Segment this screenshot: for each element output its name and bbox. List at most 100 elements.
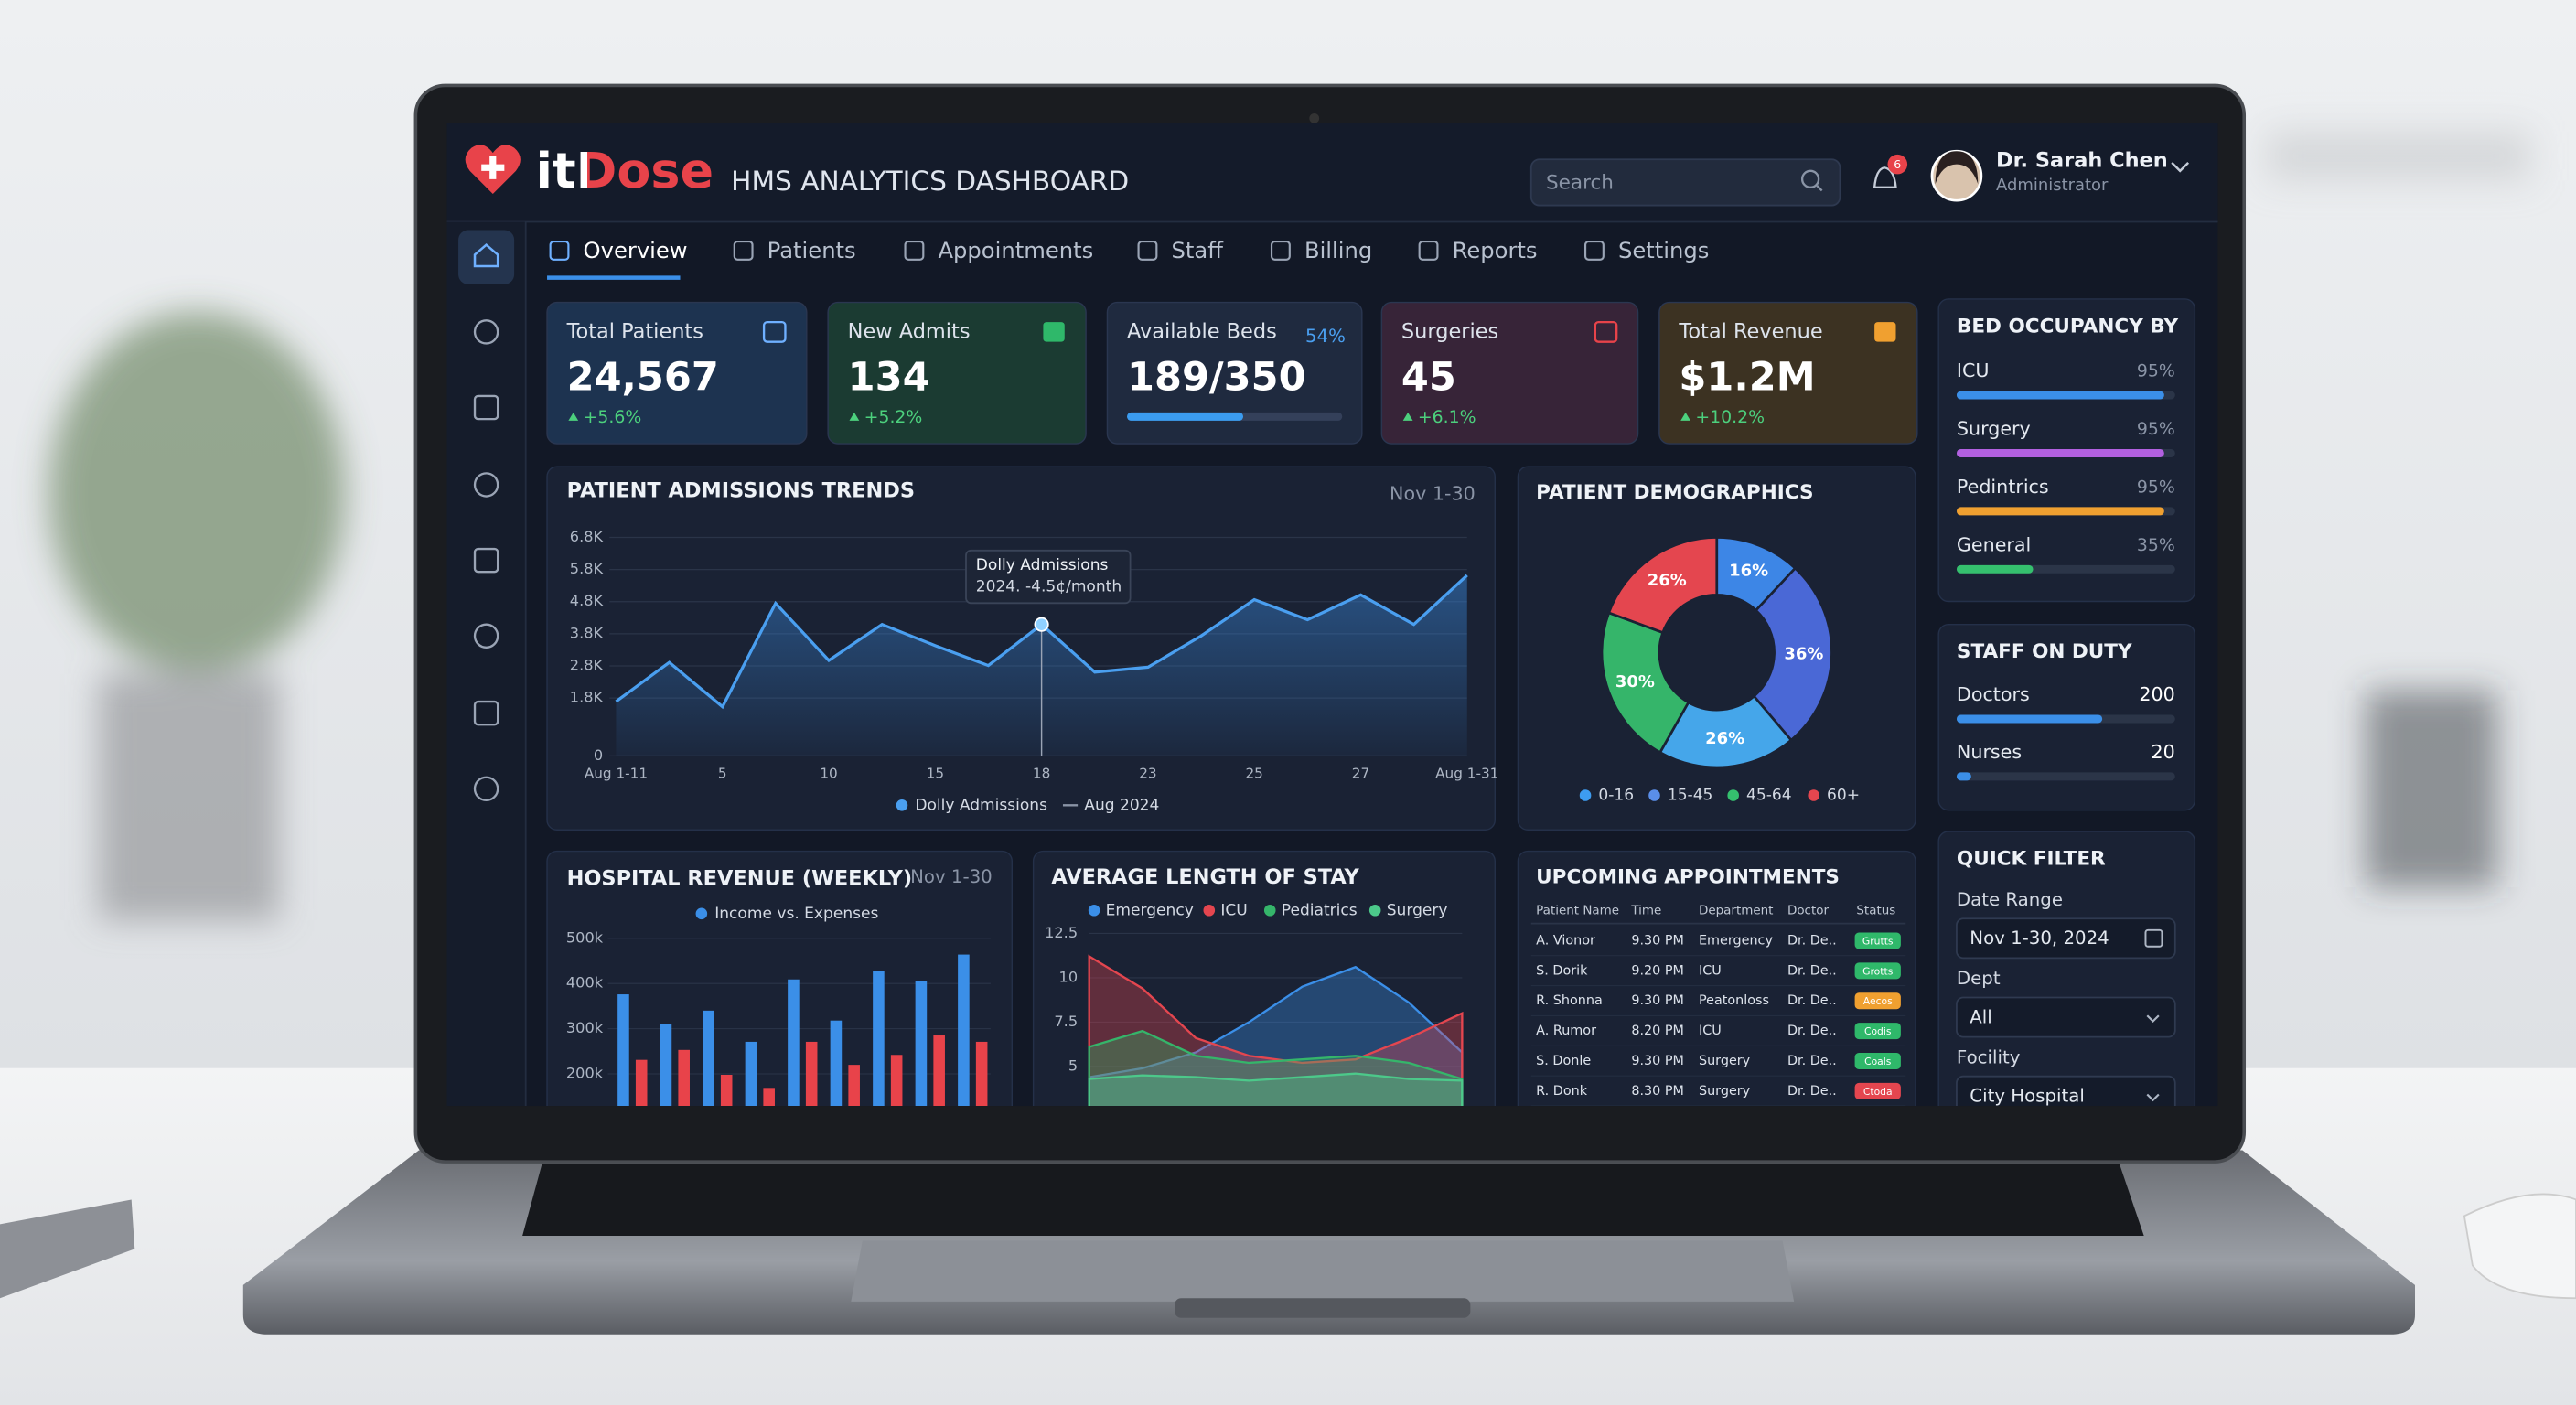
y-tick-label: 200k [566, 1065, 604, 1082]
highlight-point [1034, 617, 1049, 632]
sidebar-icon[interactable] [473, 394, 499, 421]
bar [805, 1041, 818, 1107]
nav-icon [733, 241, 754, 261]
legend-marker [1368, 904, 1381, 917]
column-header: Time [1630, 903, 1661, 917]
background-blur [48, 131, 2530, 921]
kpi-change-arrow [1680, 412, 1690, 421]
kpi-card [546, 301, 808, 445]
row-label: Doctors [1957, 683, 2030, 705]
nav-icon [1583, 241, 1605, 261]
column-header: Doctor [1787, 903, 1830, 917]
kpi-card [1106, 301, 1363, 445]
lamp [2267, 131, 2530, 181]
nav-item[interactable]: Staff [1171, 237, 1224, 263]
kpi-icon [762, 320, 787, 343]
y-tick-label: 5.8K [570, 560, 604, 577]
nav-item[interactable]: Reports [1453, 237, 1538, 263]
legend-label: 15-45 [1668, 787, 1713, 805]
nav-item[interactable]: Settings [1618, 237, 1709, 263]
user-role: Administrator [1996, 176, 2109, 195]
nav-item[interactable]: Appointments [938, 237, 1093, 263]
panel-subtitle: Nov 1-30 [910, 866, 993, 887]
sidebar-icon[interactable] [473, 319, 499, 345]
status-badge [1854, 1082, 1901, 1099]
cell: A. Vionor [1536, 933, 1595, 948]
status-badge [1854, 1053, 1901, 1069]
sidebar-icon[interactable] [473, 700, 499, 726]
nav-icon [1418, 241, 1439, 261]
kpi-label: Total Patients [566, 319, 703, 343]
legend-label: 45-64 [1746, 787, 1792, 805]
panel [1032, 850, 1497, 1107]
kpi-value: 189/350 [1127, 354, 1306, 400]
slice-label: 30% [1615, 672, 1655, 692]
legend-label: Surgery [1387, 901, 1448, 919]
cell: ICU [1699, 1024, 1722, 1038]
sidebar-icon[interactable] [473, 243, 499, 268]
field-input[interactable] [1956, 1075, 2176, 1116]
panel-title: PATIENT DEMOGRAPHICS [1536, 481, 1813, 504]
search-placeholder[interactable]: Search [1546, 171, 1614, 194]
x-tick-label: 25 [1245, 766, 1262, 782]
kpi-label: New Admits [848, 319, 971, 343]
kpi-change-arrow [1402, 412, 1413, 421]
sidebar-icon[interactable] [473, 776, 499, 802]
cell: A. Rumor [1536, 1024, 1596, 1038]
field-input[interactable] [1956, 917, 2176, 960]
nav-item[interactable]: Billing [1304, 237, 1372, 263]
progress-bar [1956, 714, 2103, 724]
bar [678, 1049, 690, 1107]
bar [660, 1024, 672, 1107]
phone [0, 1199, 135, 1299]
calendar-icon [2144, 928, 2163, 948]
pie-slice [1752, 566, 1833, 743]
kpi-change-arrow [568, 412, 579, 421]
field-value[interactable]: Nov 1-30, 2024 [1970, 928, 2109, 949]
sidebar-icon[interactable] [473, 623, 499, 649]
cup [2366, 690, 2497, 888]
legend-marker [1203, 904, 1216, 917]
kpi-card [827, 301, 1087, 445]
sidebar [446, 221, 526, 1107]
cell: 8.30 PM [1631, 1084, 1684, 1099]
sidebar-icon[interactable] [473, 472, 499, 498]
field-label: Date Range [1957, 889, 2063, 910]
nav-item[interactable]: Overview [584, 237, 688, 263]
notification-badge [1887, 154, 1908, 175]
legend-label: Aug 2024 [1084, 796, 1159, 814]
x-tick-label: Aug 1-31 [1435, 766, 1498, 782]
bar [830, 1020, 843, 1107]
pot [98, 673, 280, 921]
tooltip-text: 2024. -4.5¢/month [976, 577, 1122, 595]
field-value[interactable]: All [1970, 1006, 1991, 1027]
user-menu-chevron[interactable] [2171, 161, 2190, 173]
bar [745, 1041, 757, 1107]
kpi-card [1658, 301, 1918, 445]
search-box[interactable] [1530, 158, 1841, 207]
trackpad [851, 1240, 1795, 1302]
field-value[interactable]: City Hospital [1970, 1086, 2085, 1107]
bar [635, 1059, 648, 1107]
y-tick-label: 7.5 [1054, 1013, 1078, 1030]
status-badge [1854, 992, 1901, 1010]
legend-marker [1088, 904, 1100, 917]
legend-marker [1579, 789, 1592, 801]
bell-icon[interactable] [1873, 166, 1897, 188]
legend-label: 60+ [1827, 787, 1860, 805]
pie-slice [1600, 611, 1690, 755]
camera [1309, 113, 1320, 123]
field-label: Dept [1957, 968, 2001, 989]
field-input[interactable] [1956, 996, 2176, 1038]
status-badge [1854, 962, 1901, 980]
bar [890, 1055, 903, 1107]
kpi-change-arrow [849, 412, 860, 421]
search-icon-handle [1816, 185, 1823, 192]
bar [915, 981, 928, 1107]
cell: 8.20 PM [1631, 1024, 1684, 1038]
kpi-value: 134 [848, 354, 930, 400]
sidebar-icon[interactable] [473, 547, 499, 574]
panel-title: AVERAGE LENGTH OF STAY [1051, 865, 1359, 889]
area [1088, 1029, 1464, 1107]
nav-item[interactable]: Patients [767, 237, 856, 263]
